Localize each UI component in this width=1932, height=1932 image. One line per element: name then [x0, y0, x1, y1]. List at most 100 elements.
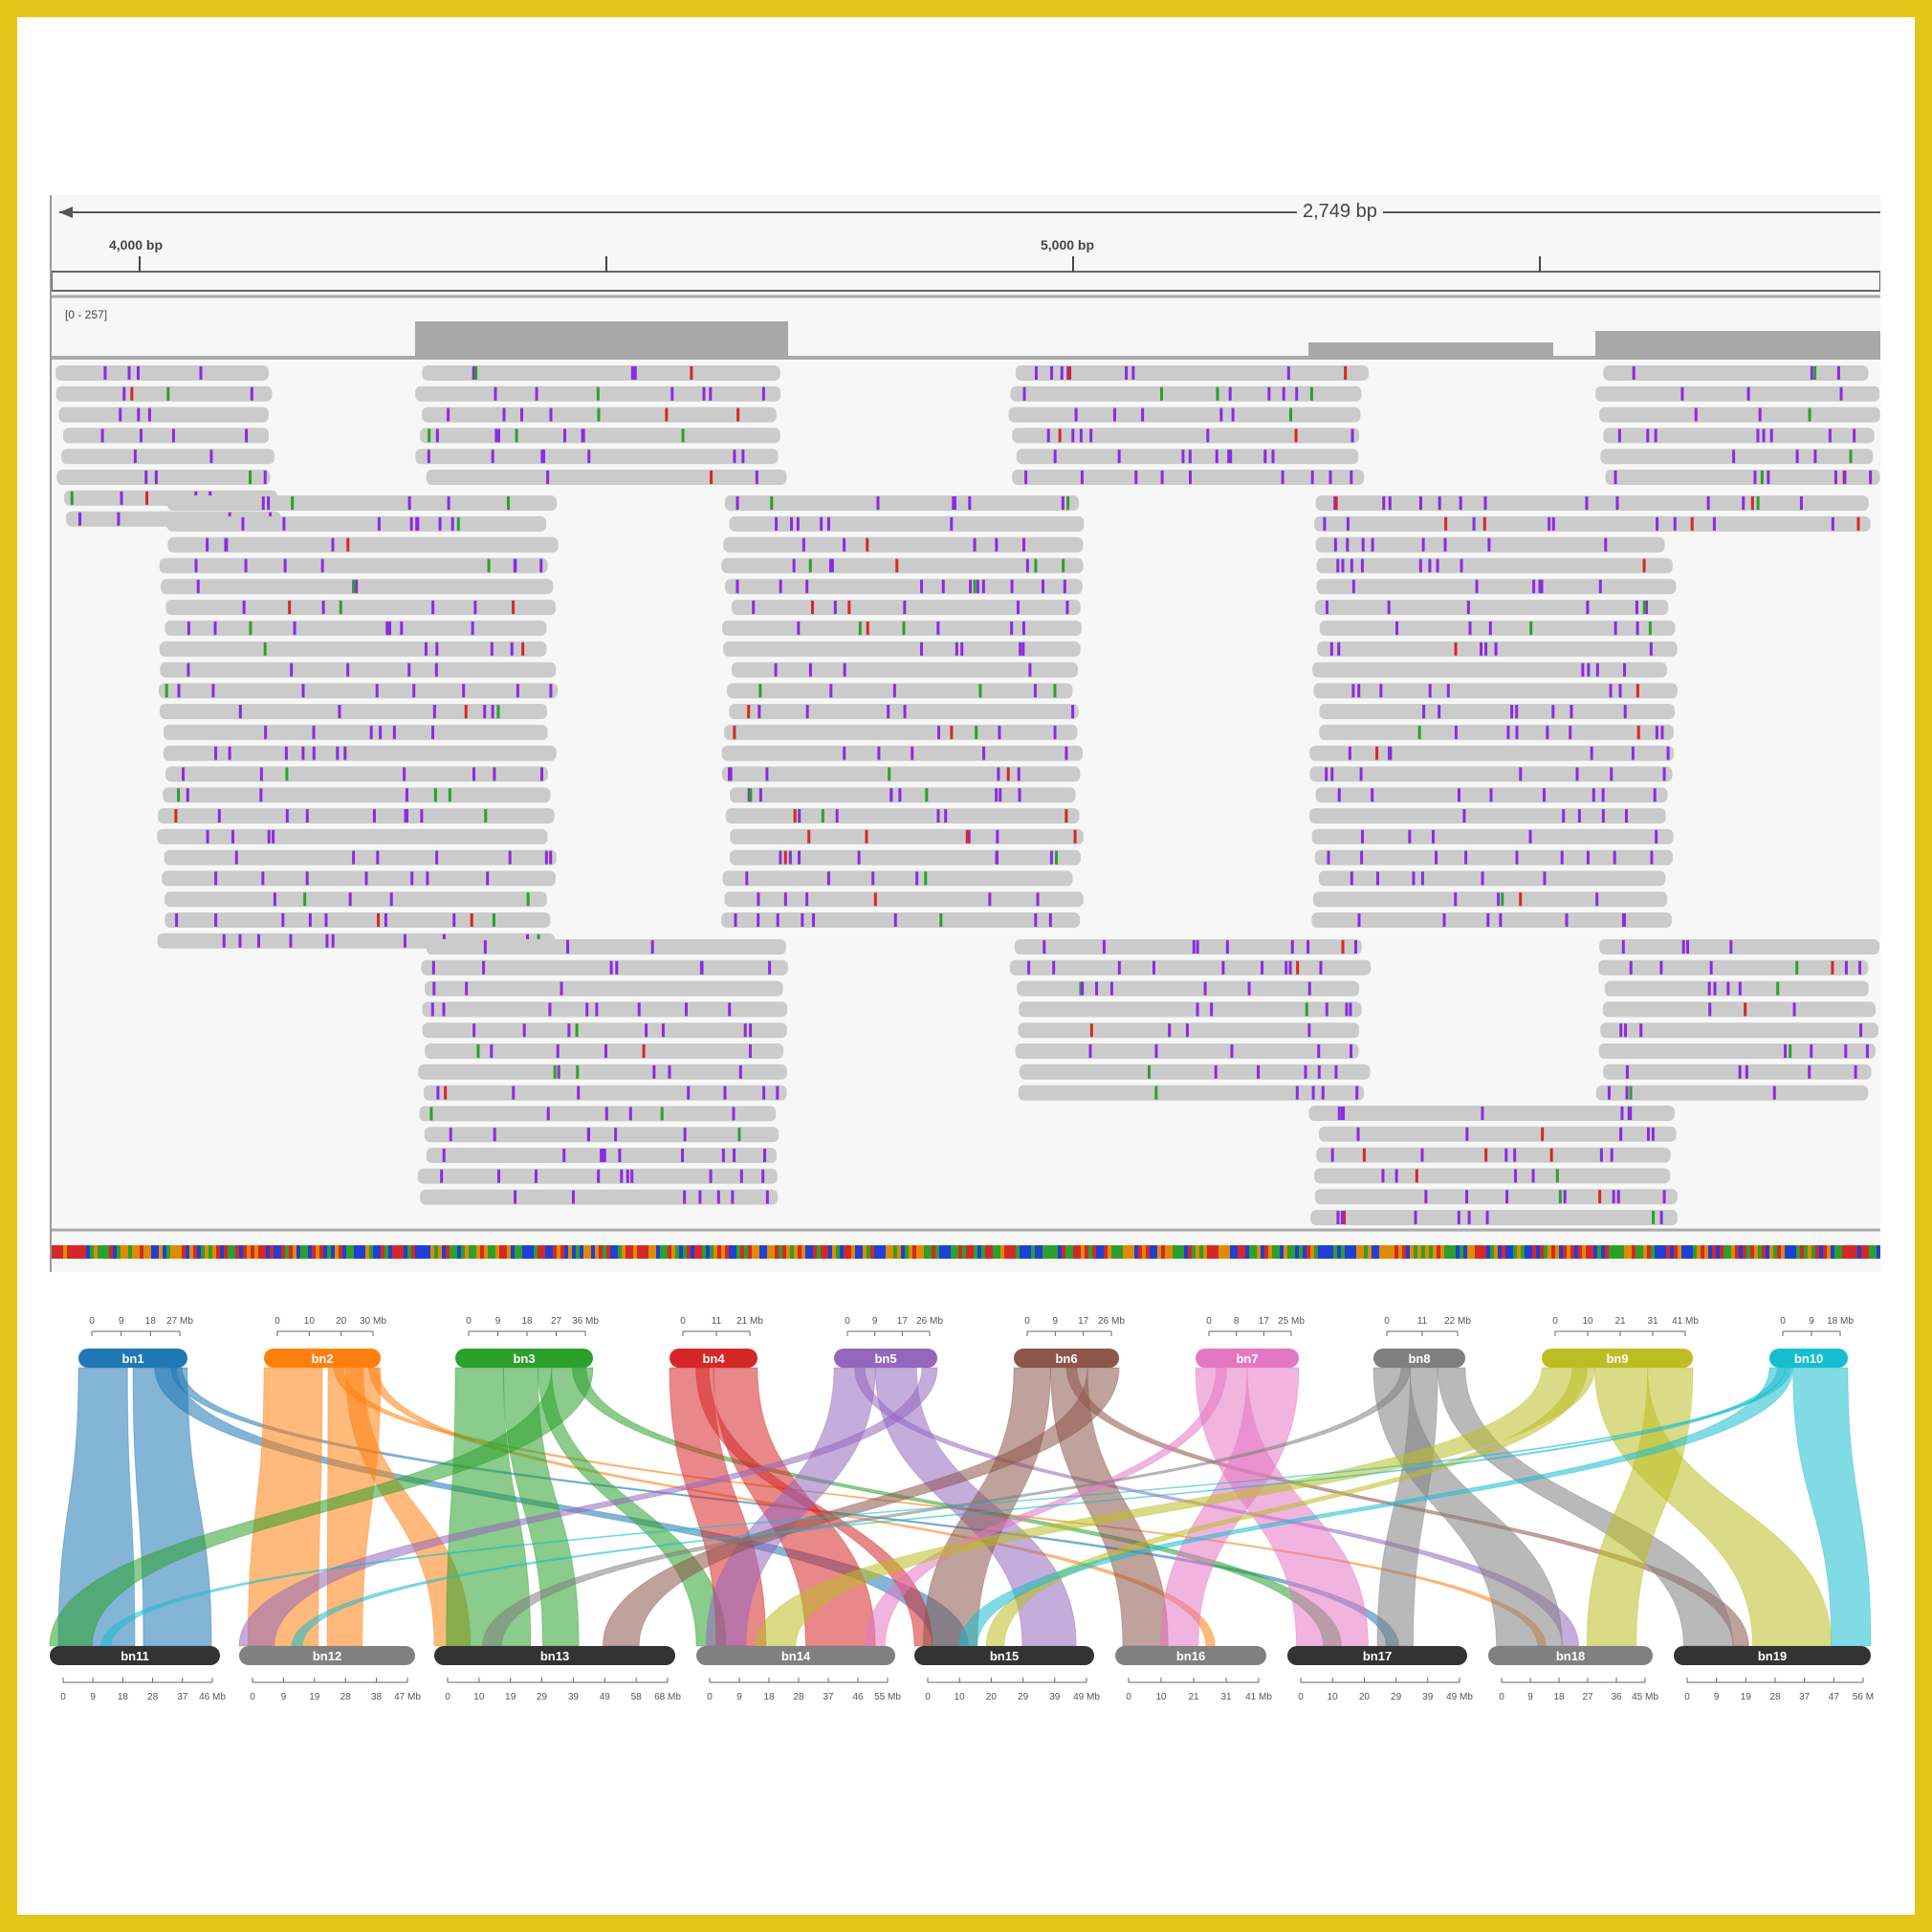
axis-tick-label: 29: [1391, 1692, 1402, 1702]
read-mismatch: [728, 1002, 732, 1017]
read: [1604, 980, 1869, 997]
read-mismatch: [420, 809, 424, 823]
read-mismatch: [1858, 960, 1862, 975]
read-mismatch: [544, 850, 548, 865]
sequence-base: [851, 1245, 855, 1259]
read-mismatch: [941, 580, 945, 594]
axis-tick-label: 18: [521, 1316, 533, 1327]
read-mismatch: [887, 705, 890, 718]
read-mismatch: [1018, 788, 1021, 802]
sequence-base: [1815, 1245, 1819, 1259]
read: [730, 787, 1076, 803]
sequence-base: [1834, 1245, 1838, 1259]
read: [62, 428, 270, 444]
sequence-base: [1425, 1245, 1429, 1259]
read-mismatch: [1442, 913, 1446, 927]
sequence-base: [1440, 1245, 1444, 1259]
sequence-base: [480, 1245, 484, 1259]
sequence-base: [362, 1245, 365, 1259]
read-mismatch: [1360, 559, 1364, 573]
read-mismatch: [1053, 684, 1057, 698]
read-mismatch: [1360, 850, 1364, 865]
sequence-base: [1039, 1245, 1043, 1259]
read-mismatch: [1036, 892, 1040, 907]
read-mismatch: [540, 767, 544, 781]
read-mismatch: [1418, 559, 1422, 573]
read: [1316, 558, 1673, 574]
read-mismatch: [560, 981, 563, 996]
sequence-base: [75, 1245, 78, 1259]
sequence-base: [82, 1245, 86, 1259]
read-mismatch: [747, 788, 751, 802]
read-mismatch: [1016, 601, 1020, 614]
read-mismatch: [1767, 471, 1770, 484]
read-mismatch: [1616, 1190, 1620, 1204]
read-mismatch: [412, 684, 416, 698]
read-mismatch: [996, 850, 999, 865]
read: [1308, 1106, 1675, 1121]
read-mismatch: [1624, 809, 1628, 823]
sequence-base: [296, 1245, 300, 1259]
axis-tick-label: 25 Mb: [1278, 1316, 1305, 1327]
axis-tick-label: 36: [1611, 1692, 1622, 1702]
read-mismatch: [1305, 1002, 1308, 1017]
read-mismatch: [405, 788, 408, 802]
sequence-base: [423, 1245, 427, 1259]
read-mismatch: [320, 559, 324, 573]
read-mismatch: [1744, 1002, 1747, 1017]
chromosome-bar-bn19: [1674, 1646, 1871, 1665]
read-mismatch: [175, 913, 179, 927]
read-mismatch: [1080, 471, 1084, 484]
sequence-base: [1769, 1245, 1773, 1259]
read-mismatch: [982, 746, 986, 760]
sequence-base: [1766, 1245, 1769, 1259]
read-mismatch: [732, 1107, 735, 1121]
sequence-base: [935, 1245, 939, 1259]
read-mismatch: [1652, 1211, 1656, 1224]
sequence-base: [1701, 1245, 1704, 1259]
read-mismatch: [1021, 621, 1025, 635]
read-mismatch: [70, 491, 74, 505]
read: [1603, 365, 1869, 381]
read-mismatch: [1189, 471, 1193, 484]
read-mismatch: [902, 621, 906, 635]
read-mismatch: [1188, 450, 1192, 464]
read-mismatch: [1649, 642, 1653, 656]
read: [1019, 1064, 1371, 1080]
read-mismatch: [1203, 981, 1207, 996]
read-mismatch: [1284, 960, 1288, 975]
sequence-base: [939, 1245, 943, 1259]
sequence-base: [1391, 1245, 1394, 1259]
sequence-base: [515, 1245, 518, 1259]
sequence-base: [909, 1245, 912, 1259]
read-mismatch: [1134, 471, 1138, 484]
read-mismatch: [1227, 450, 1231, 464]
read-mismatch: [628, 1107, 632, 1121]
read: [167, 537, 559, 553]
read-mismatch: [877, 746, 881, 760]
sequence-base: [1773, 1245, 1777, 1259]
sequence-base: [1746, 1245, 1750, 1259]
read-mismatch: [1317, 1044, 1321, 1058]
sequence-base: [1590, 1245, 1593, 1259]
read-mismatch: [549, 684, 553, 698]
read-mismatch: [967, 829, 971, 844]
read-mismatch: [1613, 850, 1616, 865]
read-mismatch: [567, 1023, 571, 1038]
read-mismatch: [783, 850, 787, 865]
read-mismatch: [968, 496, 972, 510]
ruler-box: [52, 271, 1880, 292]
sequence-base: [285, 1245, 289, 1259]
read-mismatch: [798, 850, 801, 865]
read-mismatch: [1709, 960, 1713, 975]
axis-tick-label: 37: [177, 1692, 188, 1702]
read-mismatch: [440, 1169, 444, 1183]
sequence-base: [1456, 1245, 1460, 1259]
sequence-base: [553, 1245, 557, 1259]
read-mismatch: [1464, 850, 1468, 865]
axis-tick-label: 10: [473, 1692, 485, 1702]
sequence-base: [1460, 1245, 1463, 1259]
read: [1603, 1064, 1872, 1080]
sequence-base: [702, 1245, 706, 1259]
sequence-base: [1723, 1245, 1727, 1259]
